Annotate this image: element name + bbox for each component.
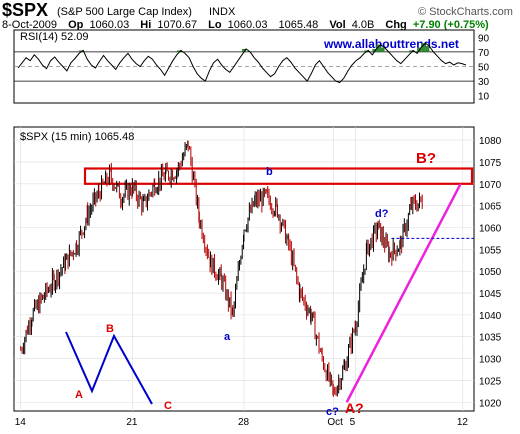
date-tick-label: 28 (238, 417, 250, 428)
rsi-overbought-fill (408, 50, 414, 52)
brand-credit: © StockCharts.com (418, 6, 513, 18)
wave-B-label: B? (416, 150, 436, 167)
rsi-panel: RSI(14) 52.09 www.allabouttrends.net 90 7… (13, 29, 490, 104)
price-tick-label: 1055 (479, 245, 502, 256)
price-tick-label: 1045 (479, 289, 502, 300)
price-panel: $SPX (15 min) 1065.48 108010751070106510… (13, 126, 502, 428)
low-label: Lo (208, 19, 222, 31)
resistance-box (83, 167, 474, 185)
date-tick-label: 21 (126, 417, 138, 428)
exchange-code: INDX (209, 6, 236, 18)
rsi-tick-label: 50 (478, 63, 490, 74)
wave-b-label: b (266, 166, 273, 178)
abc-schematic-line (65, 331, 153, 405)
rsi-tick-label: 30 (478, 77, 490, 88)
change-value: +7.90 (+0.75%) (413, 19, 489, 31)
price-bars (20, 140, 423, 397)
rsi-overbought-fill (421, 43, 426, 52)
website-annotation: www.allabouttrends.net (323, 37, 459, 51)
wave-c-label: c? (326, 406, 339, 418)
chart-header: $SPX (S&P 500 Large Cap Index) INDX © St… (2, 0, 513, 31)
price-panel-label: $SPX (15 min) 1065.48 (20, 131, 134, 143)
rsi-tick-label: 10 (478, 92, 490, 103)
date-tick-label: 12 (457, 417, 469, 428)
magenta-trendline (345, 183, 462, 403)
rsi-overbought-fill (79, 50, 84, 52)
rsi-tick-label: 70 (478, 48, 490, 59)
open-label: Op (68, 19, 84, 31)
volume-value: 4.0B (352, 19, 375, 31)
rsi-overbought-fill (380, 47, 385, 52)
high-value: 1070.67 (157, 19, 197, 31)
date-tick-label: 5 (350, 417, 356, 428)
rsi-series-line (17, 42, 467, 84)
rsi-axis: 90 70 50 30 10 (478, 33, 490, 102)
date-tick-label: Oct (327, 417, 343, 428)
price-x-axis: 14 21 28 Oct 5 12 (15, 417, 469, 428)
price-tick-label: 1020 (479, 398, 502, 409)
wave-a-label: a (224, 331, 231, 343)
price-tick-label: 1080 (479, 136, 502, 147)
trend-overlays (345, 183, 474, 403)
wave-A-label: A? (345, 400, 364, 416)
resistance-zone (83, 167, 474, 185)
schematic-label-A: A (75, 389, 83, 401)
rsi-overbought-fill (364, 50, 369, 52)
date-tick-label: 14 (15, 417, 27, 428)
price-tick-label: 1040 (479, 311, 502, 322)
price-y-axis: 1080 1075 1070 1065 1060 1055 1050 1045 1040 1035… (479, 136, 502, 409)
rsi-label: RSI(14) 52.09 (20, 31, 88, 43)
schematic-label-C: C (164, 400, 172, 412)
rsi-overbought-fill (372, 48, 377, 52)
index-name: (S&P 500 Large Cap Index) (57, 6, 192, 18)
rsi-overbought-fill (176, 50, 181, 52)
price-tick-label: 1025 (479, 376, 502, 387)
rsi-overbought-fill (376, 44, 381, 52)
price-tick-label: 1075 (479, 158, 502, 169)
price-tick-label: 1065 (479, 202, 502, 213)
high-label: Hi (140, 19, 151, 31)
rsi-overbought-fill (425, 46, 430, 52)
change-label: Chg (385, 19, 406, 31)
quote-stats-line: 8-Oct-2009 Op 1060.03 Hi 1070.67 Lo 1060… (2, 19, 489, 31)
price-tick-label: 1030 (479, 355, 502, 366)
rsi-overbought-fill (242, 48, 247, 52)
volume-label: Vol (329, 19, 345, 31)
rsi-panel-frame (13, 29, 475, 104)
wave-d-label: d? (375, 208, 389, 220)
price-tick-label: 1060 (479, 223, 502, 234)
close-value: 1065.48 (279, 19, 319, 31)
price-tick-label: 1070 (479, 180, 502, 191)
open-value: 1060.03 (89, 19, 129, 31)
rsi-tick-label: 90 (478, 33, 490, 44)
ticker-symbol: $SPX (2, 0, 48, 20)
low-value: 1060.03 (228, 19, 268, 31)
schematic-label-B: B (106, 323, 114, 335)
price-tick-label: 1035 (479, 333, 502, 344)
price-tick-label: 1050 (479, 267, 502, 278)
quote-date: 8-Oct-2009 (2, 19, 57, 31)
